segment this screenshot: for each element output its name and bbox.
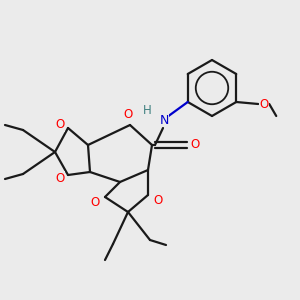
Text: O: O (56, 172, 64, 184)
Text: O: O (123, 109, 133, 122)
Text: O: O (190, 139, 200, 152)
Text: O: O (56, 118, 64, 131)
Text: H: H (142, 103, 152, 116)
Text: O: O (153, 194, 163, 206)
Text: O: O (90, 196, 100, 208)
Text: O: O (260, 98, 269, 110)
Text: N: N (159, 113, 169, 127)
